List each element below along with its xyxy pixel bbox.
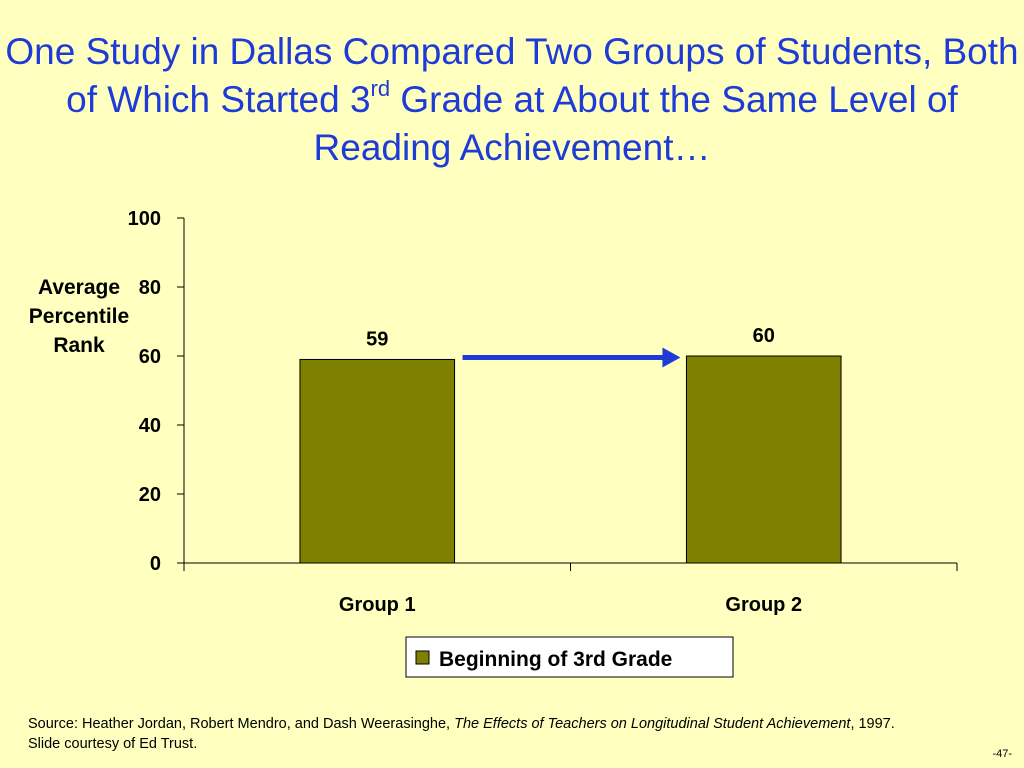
bar-chart: 0 20 40 60 80 100 59 Group 1 60 Group 2 Beginnin… [128, 208, 958, 678]
chart-annotation [462, 347, 681, 368]
page-number: -47- [992, 748, 1012, 760]
source-citation: Source: Heather Jordan, Robert Mendro, a… [28, 714, 928, 754]
title-part-2: Grade at About the Same Level of Reading… [313, 79, 958, 168]
y-tick-label: 40 [139, 415, 161, 437]
arrow-head [662, 347, 681, 368]
chart-legend: Beginning of 3rd Grade [405, 636, 734, 678]
slide-title: One Study in Dallas Compared Two Groups … [0, 28, 1024, 172]
bar [299, 358, 456, 564]
chart-axes: 0 20 40 60 80 100 [128, 208, 958, 575]
title-superscript: rd [370, 76, 391, 101]
source-title: The Effects of Teachers on Longitudinal … [454, 716, 851, 732]
y-tick-label: 100 [128, 208, 161, 230]
source-prefix: Source: Heather Jordan, Robert Mendro, a… [28, 716, 455, 732]
legend-swatch [415, 650, 430, 665]
y-tick-label: 20 [139, 484, 161, 506]
source-suffix: , 1997. Slide courtesy of Ed Trust. [28, 716, 895, 752]
y-axis-label: Average Percentile Rank [28, 276, 130, 357]
data-label: 60 [753, 325, 775, 347]
x-tick-label: Group 1 [339, 594, 416, 616]
legend-label: Beginning of 3rd Grade [439, 648, 672, 671]
y-tick-label: 60 [139, 346, 161, 368]
title-part-1: One Study in Dallas Compared Two Groups … [5, 31, 1019, 120]
legend-box [405, 636, 734, 678]
x-tick-label: Group 2 [725, 594, 802, 616]
y-tick-label: 0 [150, 553, 161, 575]
y-tick-label: 80 [139, 277, 161, 299]
chart-bars: 59 Group 1 60 Group 2 [299, 325, 842, 616]
bar [685, 355, 842, 564]
data-label: 59 [366, 328, 388, 350]
